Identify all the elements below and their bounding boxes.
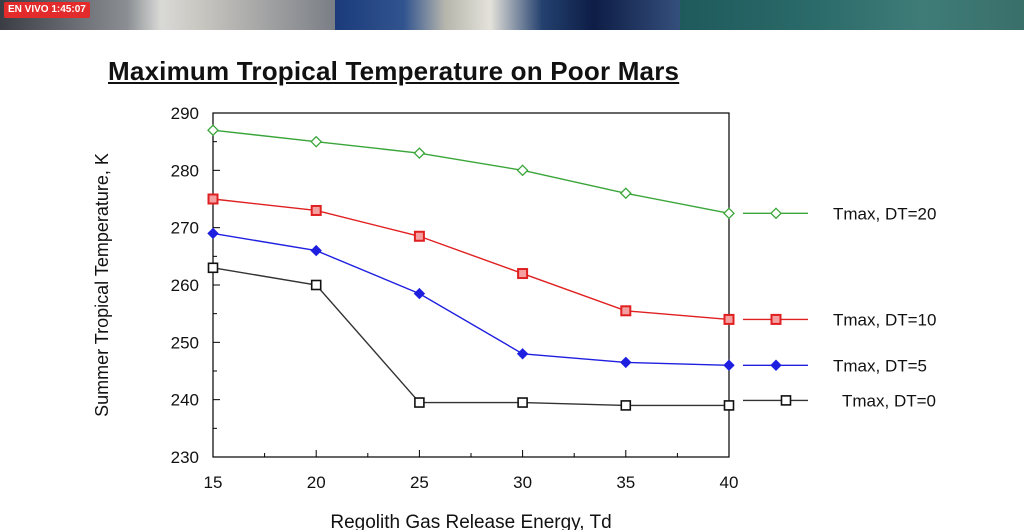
data-point — [516, 164, 529, 177]
data-point — [780, 395, 792, 406]
data-point — [207, 227, 219, 240]
data-point — [516, 348, 529, 360]
chart-title: Maximum Tropical Temperature on Poor Mar… — [108, 56, 680, 86]
data-point — [770, 359, 782, 371]
participant-thumbnail — [680, 0, 1024, 30]
screen-share-thumbnail — [335, 0, 680, 30]
data-point — [770, 207, 782, 220]
x-tick-label: 15 — [204, 473, 223, 492]
video-thumbnail-strip — [0, 0, 1024, 30]
series-line — [212, 232, 730, 366]
legend-entry: Tmax, DT=20 — [743, 204, 936, 223]
data-point — [620, 400, 632, 411]
series-line — [212, 198, 730, 321]
x-tick-label: 30 — [513, 473, 532, 492]
data-point — [310, 204, 322, 216]
series — [207, 262, 735, 411]
data-point — [207, 193, 219, 205]
legend-label: Tmax, DT=5 — [833, 356, 927, 375]
data-point — [207, 262, 219, 274]
data-point — [723, 207, 735, 220]
data-point — [207, 124, 219, 137]
y-tick-label: 230 — [171, 448, 199, 467]
legend-entry: Tmax, DT=0 — [743, 391, 936, 410]
y-tick-label: 290 — [171, 104, 199, 123]
data-point — [619, 187, 632, 200]
x-tick-label: 20 — [307, 473, 326, 492]
x-tick-label: 25 — [410, 473, 429, 492]
series-line — [212, 129, 730, 215]
series — [207, 124, 735, 220]
data-point — [413, 287, 426, 300]
data-point — [413, 147, 426, 160]
y-tick-label: 280 — [171, 161, 199, 180]
data-point — [310, 279, 322, 291]
legend-entry: Tmax, DT=5 — [743, 356, 927, 375]
y-tick-label: 260 — [171, 276, 199, 295]
legend-entry: Tmax, DT=10 — [743, 310, 936, 329]
data-point — [310, 244, 322, 257]
data-point — [620, 305, 632, 317]
data-point — [413, 230, 425, 242]
legend-label: Tmax, DT=20 — [833, 204, 936, 223]
series-line — [212, 267, 729, 407]
legend-label: Tmax, DT=10 — [833, 310, 936, 329]
data-point — [517, 268, 529, 280]
live-badge: EN VIVO 1:45:07 — [4, 2, 90, 18]
data-point — [414, 397, 425, 408]
legend-label: Tmax, DT=0 — [842, 391, 936, 410]
data-point — [723, 359, 735, 371]
x-tick-label: 40 — [720, 473, 739, 492]
data-point — [620, 356, 632, 369]
data-point — [770, 313, 782, 325]
series — [207, 193, 735, 325]
data-point — [723, 400, 735, 411]
data-point — [723, 313, 735, 325]
y-tick-label: 250 — [171, 333, 199, 352]
series — [207, 227, 735, 371]
y-tick-label: 270 — [171, 219, 199, 238]
y-axis-label: Summer Tropical Temperature, K — [92, 153, 112, 417]
x-axis-label: Regolith Gas Release Energy, Td — [330, 512, 611, 530]
data-point — [310, 135, 323, 148]
data-point — [517, 397, 528, 408]
y-tick-label: 240 — [171, 391, 199, 410]
x-tick-label: 35 — [616, 473, 635, 492]
